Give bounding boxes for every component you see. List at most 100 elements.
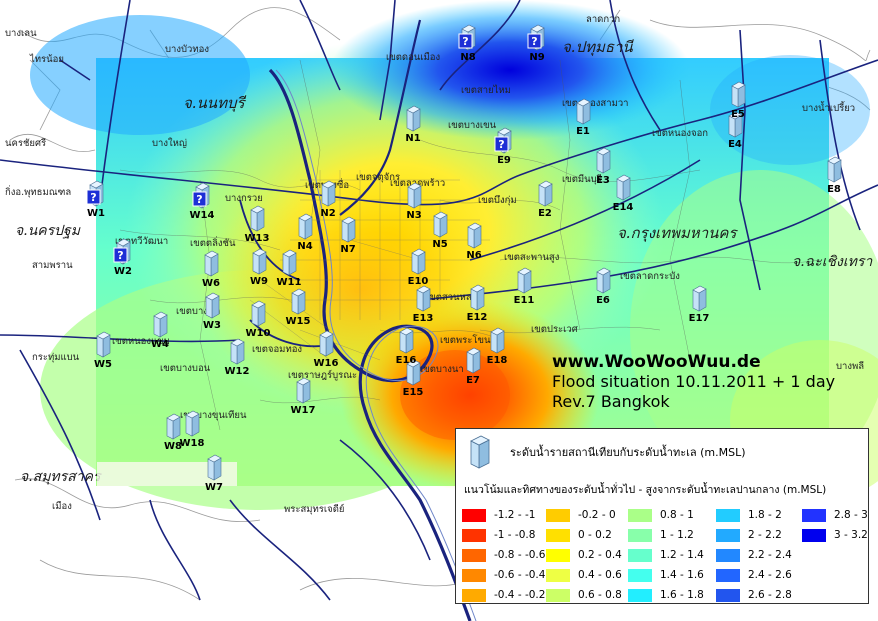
legend-swatch — [462, 548, 486, 562]
gauge-station-n8: ? N8 — [458, 24, 476, 63]
gauge-station-e8: E8 — [827, 156, 842, 195]
place-label: บางใหญ่ — [152, 137, 187, 149]
station-label: N5 — [432, 239, 447, 250]
station-icon — [466, 347, 481, 374]
gauge-station-e1: E1 — [576, 98, 591, 137]
gauge-station-e15: E15 — [403, 359, 423, 398]
unknown-status-icon — [192, 191, 207, 207]
question-mark: ? — [117, 249, 123, 262]
legend-swatch — [802, 528, 826, 542]
legend-item: 1.2 - 1.4 — [628, 545, 704, 565]
legend-label: 0 - 0.2 — [578, 529, 612, 541]
flood-situation-label: Flood situation 10.11.2011 + 1 day — [552, 372, 836, 391]
place-label: กระทุ่มแบน — [32, 352, 80, 363]
place-labels: บางเลน บางบัวทอง ไทรน้อย ลาดกวก นครชัยศร… — [5, 14, 865, 515]
station-label: N3 — [406, 210, 421, 221]
place-label: เขตจอมทอง — [252, 344, 302, 355]
gauge-station-n9: ? N9 — [527, 24, 545, 63]
legend-label: 1.2 - 1.4 — [660, 549, 704, 561]
legend-item: -0.6 - -0.4 — [462, 565, 545, 585]
legend-item: 0.8 - 1 — [628, 505, 704, 525]
gauge-station-e7: E7 — [466, 347, 481, 386]
station-label: N6 — [466, 250, 481, 261]
question-mark: ? — [498, 138, 504, 151]
station-icon — [692, 285, 707, 312]
question-mark: ? — [196, 193, 202, 206]
place-label: เขตบึงกุ่ม — [478, 195, 517, 206]
gauge-station-e2: E2 — [538, 180, 553, 219]
legend-label: 0.2 - 0.4 — [578, 549, 622, 561]
gauge-station-w2: ? W2 — [113, 238, 132, 277]
place-label: บางกรวย — [225, 193, 263, 204]
legend-swatch — [628, 548, 652, 562]
place-label: เขตบางนา — [420, 364, 464, 375]
legend-swatch — [716, 588, 740, 602]
station-label: E12 — [467, 312, 488, 323]
legend-label: 2.6 - 2.8 — [748, 589, 792, 601]
gauge-station-n1: N1 — [405, 105, 421, 144]
legend-swatch — [628, 528, 652, 542]
station-label: W7 — [205, 482, 223, 493]
station-label: W15 — [286, 316, 311, 327]
province-labels: จ.นนทบุรี จ.ปทุมธานี จ.นครปฐม จ.กรุงเทพม… — [15, 38, 873, 485]
gauge-station-w15: W15 — [286, 288, 311, 327]
station-icon — [467, 222, 482, 249]
gauge-station-w5: W5 — [94, 331, 112, 370]
legend-swatch — [716, 568, 740, 582]
station-icon — [411, 248, 426, 275]
legend-item: 3 - 3.2 — [802, 525, 868, 545]
legend-header-text: ระดับน้ำรายสถานีเทียบกับระดับน้ำทะเล (m.… — [510, 446, 746, 459]
legend-label: 0.6 - 0.8 — [578, 589, 622, 601]
legend-item: -0.4 - -0.2 — [462, 585, 545, 605]
place-label: เขตบางบอน — [160, 363, 211, 374]
station-icon — [596, 147, 611, 174]
place-label: เขตลาดพร้าว — [390, 178, 445, 189]
legend-label: 0.8 - 1 — [660, 509, 694, 521]
legend-column: -0.2 - 0 0 - 0.2 0.2 - 0.4 0.4 - 0.6 0.6 - 0… — [546, 505, 622, 605]
station-icon — [250, 205, 265, 232]
station-label: E8 — [827, 184, 841, 195]
place-label: บางเลน — [5, 28, 37, 39]
legend-item: 0.2 - 0.4 — [546, 545, 622, 565]
station-label: W13 — [245, 233, 270, 244]
station-label: N1 — [405, 133, 420, 144]
station-icon — [406, 105, 421, 132]
place-label: เขตสวนหลวง — [426, 292, 482, 303]
place-label: ลาดกวก — [586, 14, 620, 25]
map-legend: ระดับน้ำรายสถานีเทียบกับระดับน้ำทะเล (m.… — [455, 428, 869, 604]
place-label: เขตบางแค — [176, 306, 220, 317]
station-label: W11 — [277, 277, 302, 288]
legend-column: 2.8 - 3 3 - 3.2 — [802, 505, 868, 545]
legend-swatch — [716, 508, 740, 522]
gauge-station-e3: E3 — [596, 147, 611, 186]
legend-label: 1.8 - 2 — [748, 509, 782, 521]
legend-swatch — [462, 528, 486, 542]
station-icon — [399, 327, 414, 354]
station-label: W10 — [246, 328, 271, 339]
unknown-status-icon — [458, 33, 473, 49]
station-label: W1 — [87, 208, 105, 219]
station-icon — [341, 216, 356, 243]
gauge-station-w12: W12 — [225, 338, 250, 377]
legend-column: -1.2 - -1 -1 - -0.8 -0.8 - -0.6 -0.6 - -0.4… — [462, 505, 545, 605]
station-label: W4 — [151, 339, 169, 350]
station-label: W8 — [164, 441, 182, 452]
place-label: เขตบางเขน — [448, 120, 497, 131]
place-label: ไทรน้อย — [29, 53, 64, 65]
place-label: เขตมีนบุรี — [562, 173, 602, 185]
legend-label: 1 - 1.2 — [660, 529, 694, 541]
place-label: บางน้ำเปรี้ยว — [802, 101, 855, 114]
legend-item: 2.2 - 2.4 — [716, 545, 792, 565]
province-label-bangkok: จ.กรุงเทพมหานคร — [617, 224, 738, 242]
station-label: N9 — [529, 52, 544, 63]
station-label: W5 — [94, 359, 112, 370]
legend-swatch — [628, 588, 652, 602]
map-title-block: www.WooWooWuu.de Flood situation 10.11.2… — [552, 352, 835, 412]
province-label-nonthaburi: จ.นนทบุรี — [183, 94, 247, 112]
gauge-station-w6: W6 — [202, 250, 220, 289]
legend-item: -1 - -0.8 — [462, 525, 545, 545]
gauge-station-e17: E17 — [689, 285, 709, 324]
station-label: E1 — [576, 126, 590, 137]
